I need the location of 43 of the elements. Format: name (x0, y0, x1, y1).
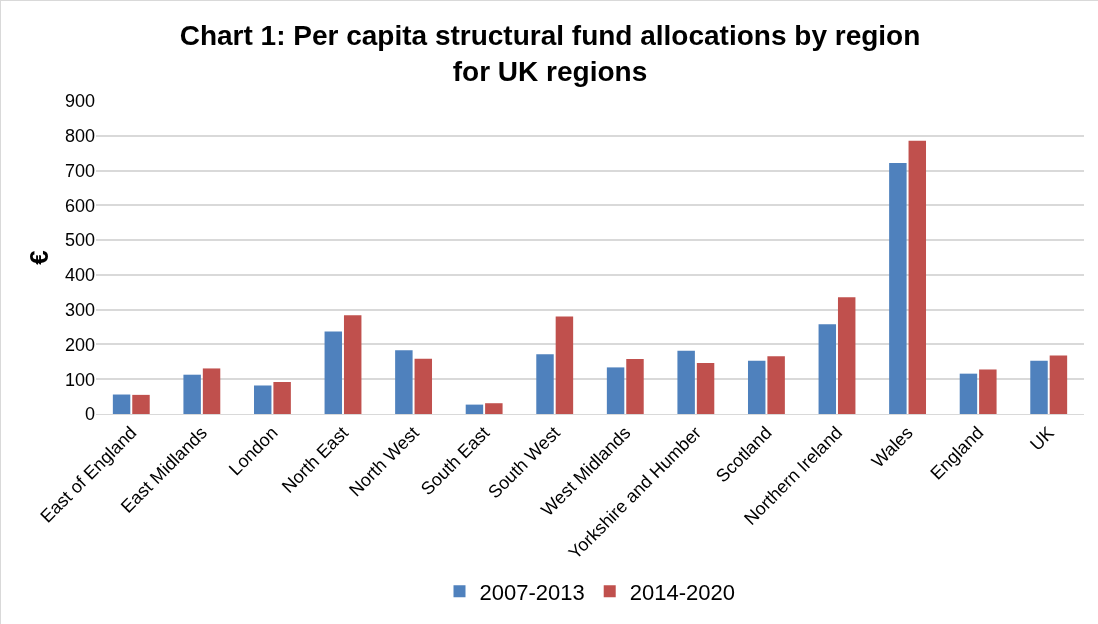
bar (343, 315, 362, 414)
bar (626, 359, 644, 414)
bar (747, 360, 766, 414)
bar (202, 368, 221, 414)
bar (979, 369, 997, 414)
y-tick-label: 400 (64, 265, 95, 286)
bar (132, 394, 150, 414)
bar (606, 367, 625, 414)
y-tick-label: 900 (64, 91, 95, 112)
bar (889, 162, 907, 414)
bar (908, 140, 927, 414)
bar (837, 297, 856, 414)
x-tick-label: UK (1026, 422, 1058, 455)
bar (183, 374, 201, 414)
bar (253, 385, 272, 414)
y-tick-label: 500 (64, 230, 95, 251)
legend-label: 2007-2013 (479, 579, 585, 605)
bar (555, 316, 574, 414)
bar (112, 394, 131, 414)
y-tick-label: 0 (84, 404, 95, 425)
y-tick-label: 200 (64, 334, 95, 355)
bar (536, 354, 554, 414)
bar (677, 350, 695, 414)
y-tick-label: 800 (64, 126, 95, 147)
y-tick-label: 600 (64, 195, 95, 216)
y-tick-label: 100 (64, 369, 95, 390)
legend-label: 2014-2020 (629, 579, 735, 605)
bar (414, 358, 433, 414)
bar (1030, 360, 1048, 414)
y-tick-label: 300 (64, 299, 95, 320)
y-tick-label: 700 (64, 160, 95, 181)
bar (273, 382, 291, 414)
bar (395, 350, 413, 414)
y-axis-title: € (24, 250, 55, 265)
bar (696, 362, 715, 414)
chart-title: Chart 1: Per capita structural fund allocations by region for UK regions (179, 19, 921, 88)
bar (818, 324, 837, 414)
bar (959, 373, 978, 414)
bar (324, 331, 343, 414)
bar (767, 356, 785, 414)
bar (1049, 355, 1068, 414)
bar (465, 404, 484, 414)
bar (485, 403, 503, 414)
